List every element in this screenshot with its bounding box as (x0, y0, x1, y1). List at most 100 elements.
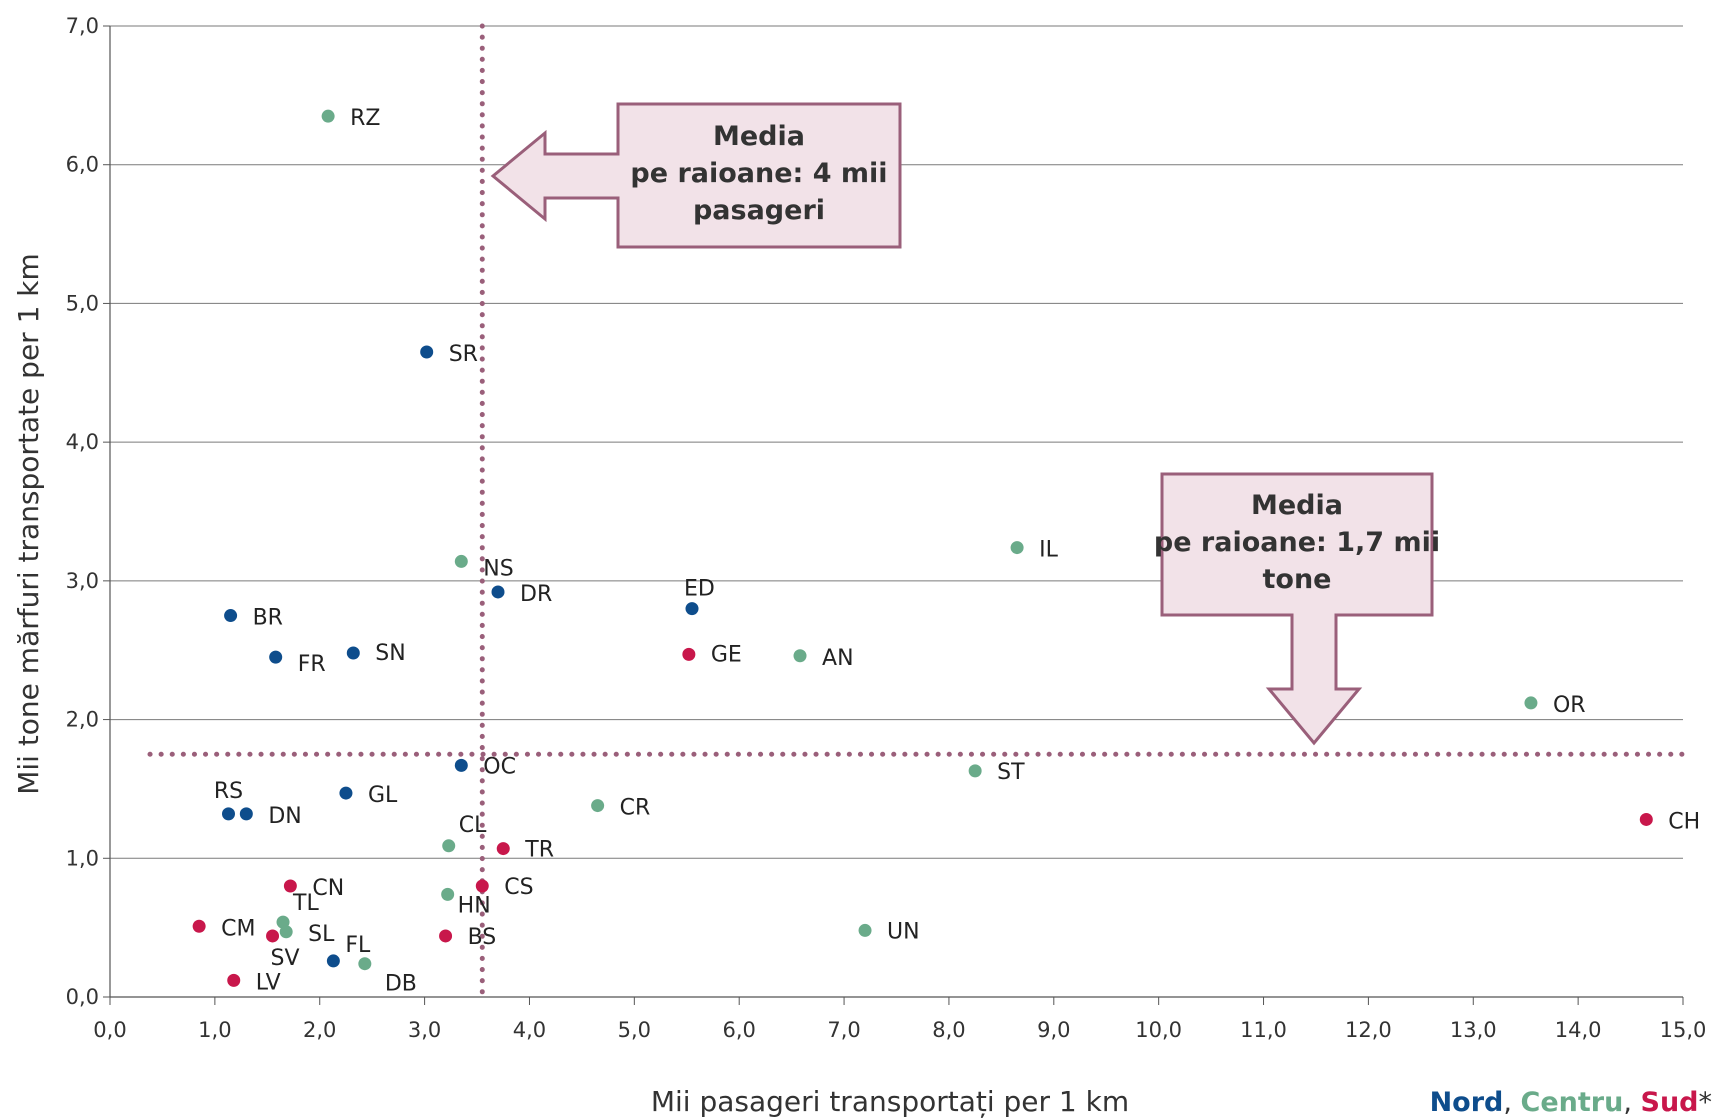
point-label-rz: RZ (350, 106, 380, 131)
data-point-sl (279, 925, 293, 939)
point-label-dr: DR (520, 582, 552, 607)
data-point-sv (266, 929, 280, 943)
data-point-ns (454, 554, 468, 568)
point-label-an: AN (822, 646, 854, 671)
x-tick-label: 2,0 (303, 1018, 336, 1042)
callout-passengers-text: Media (713, 121, 805, 152)
data-point-cl (442, 839, 456, 853)
reference-lines (147, 23, 1686, 1000)
callout-tonnes-text: tone (1263, 564, 1332, 595)
point-label-un: UN (887, 919, 920, 944)
x-tick-label: 7,0 (827, 1018, 860, 1042)
data-point-lv (227, 973, 241, 987)
y-tick-label: 4,0 (66, 430, 99, 454)
point-label-cs: CS (504, 875, 533, 900)
point-label-oc: OC (483, 754, 516, 779)
y-tick-label: 0,0 (66, 985, 99, 1009)
x-tick-label: 4,0 (513, 1018, 546, 1042)
x-tick-label: 6,0 (722, 1018, 755, 1042)
point-label-fl: FL (345, 933, 371, 958)
callout-tonnes-text: Media (1251, 490, 1343, 521)
data-point-st (968, 764, 982, 778)
data-point-tr (496, 842, 510, 856)
x-tick-label: 12,0 (1345, 1018, 1392, 1042)
point-label-rs: RS (214, 779, 243, 804)
y-tick-label: 5,0 (66, 291, 99, 315)
data-point-rs (221, 807, 235, 821)
x-tick-label: 14,0 (1555, 1018, 1602, 1042)
point-label-br: BR (253, 606, 283, 631)
axes (103, 25, 1684, 1005)
x-tick-label: 8,0 (932, 1018, 965, 1042)
data-point-cs (475, 879, 489, 893)
data-point-cr (591, 799, 605, 813)
callout-passengers-text: pe raioane: 4 mii (630, 158, 887, 189)
point-label-il: IL (1039, 538, 1058, 563)
data-point-dr (491, 585, 505, 599)
data-point-oc (454, 758, 468, 772)
data-point-bs (439, 929, 453, 943)
point-label-lv: LV (256, 970, 281, 995)
legend-item-nord: Nord (1430, 1087, 1504, 1118)
data-point-hn (441, 887, 455, 901)
y-tick-label: 1,0 (66, 846, 99, 870)
x-tick-label: 13,0 (1450, 1018, 1497, 1042)
point-label-cn: CN (312, 876, 344, 901)
x-tick-label: 3,0 (408, 1018, 441, 1042)
data-point-sn (346, 646, 360, 660)
y-axis-title: Mii tone mărfuri transportate per 1 km (12, 253, 45, 795)
legend-separator: , (1623, 1087, 1640, 1118)
callout-tonnes-text: pe raioane: 1,7 mii (1154, 527, 1440, 558)
point-label-bs: BS (468, 925, 497, 950)
x-tick-label: 5,0 (618, 1018, 651, 1042)
data-point-un (858, 923, 872, 937)
point-label-or: OR (1553, 693, 1586, 718)
x-tick-label: 10,0 (1135, 1018, 1182, 1042)
y-tick-label: 7,0 (66, 14, 99, 38)
point-label-fr: FR (298, 652, 326, 677)
tick-labels: 0,0 1,0 2,0 3,0 4,0 5,0 6,0 7,0 0,0 1,0 2,0 3,0 4,0 5… (66, 14, 1707, 1042)
point-label-st: ST (997, 760, 1025, 785)
x-tick-label: 9,0 (1037, 1018, 1070, 1042)
legend-item-centru: Centru (1521, 1087, 1624, 1118)
x-tick-label: 0,0 (93, 1018, 126, 1042)
legend: Nord, Centru, Sud* (1430, 1087, 1712, 1118)
point-label-ch: CH (1668, 809, 1700, 834)
data-point-il (1010, 541, 1024, 555)
point-label-sn: SN (375, 641, 405, 666)
point-label-gl: GL (368, 783, 398, 808)
x-tick-label: 15,0 (1660, 1018, 1707, 1042)
point-label-hn: HN (458, 893, 491, 918)
point-label-tl: TL (292, 891, 319, 916)
point-label-cl: CL (459, 813, 487, 838)
point-label-cm: CM (221, 916, 255, 941)
point-label-db: DB (385, 972, 417, 997)
data-point-rz (321, 109, 335, 123)
data-point-gl (339, 786, 353, 800)
y-tick-label: 2,0 (66, 708, 99, 732)
point-label-tr: TR (524, 838, 554, 863)
y-tick-label: 3,0 (66, 569, 99, 593)
x-axis-title: Mii pasageri transportați per 1 km (651, 1085, 1129, 1118)
data-point-ed (685, 602, 699, 616)
point-label-ed: ED (684, 577, 715, 602)
legend-separator: * (1699, 1087, 1713, 1118)
data-point-cn (283, 879, 297, 893)
data-point-or (1524, 696, 1538, 710)
callouts: Media pe raioane: 4 mii pasageri Media pe ra… (490, 102, 1440, 746)
point-label-sv: SV (271, 946, 300, 971)
callout-passengers-mean (490, 102, 902, 249)
data-point-fl (326, 954, 340, 968)
data-point-br (224, 609, 238, 623)
point-label-sr: SR (449, 342, 478, 367)
data-point-an (793, 649, 807, 663)
data-point-ge (682, 647, 696, 661)
data-point-cm (192, 919, 206, 933)
point-label-cr: CR (620, 796, 651, 821)
data-point-fr (269, 650, 283, 664)
data-points: RZ SR NS DR ED IL BR FR SN GE AN OR OC ST GL CR RS DN CH CL… (192, 106, 1700, 997)
point-label-ns: NS (483, 556, 513, 581)
legend-item-sud: Sud (1641, 1087, 1699, 1118)
x-tick-label: 11,0 (1240, 1018, 1287, 1042)
